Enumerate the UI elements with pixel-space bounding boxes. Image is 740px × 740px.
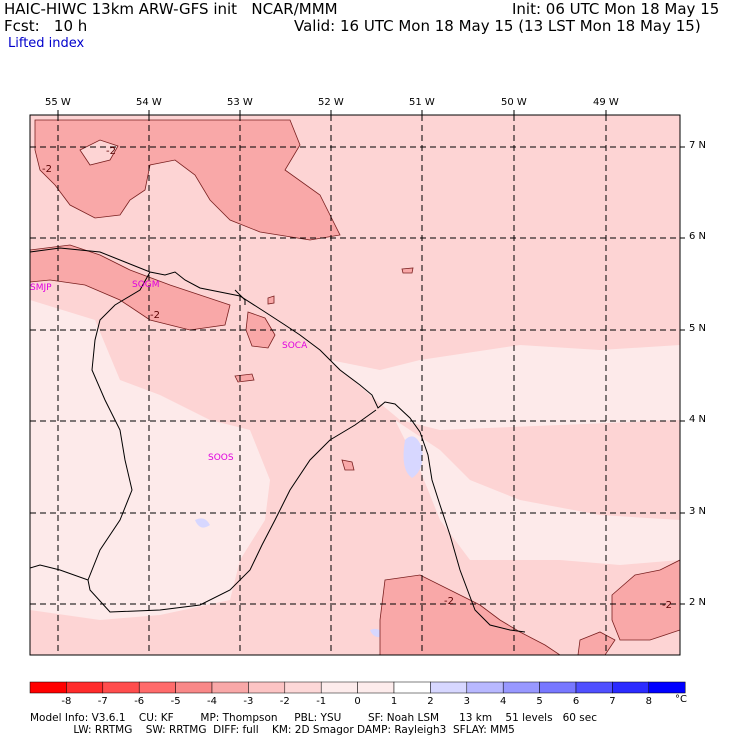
contour-minus2-small5 [341, 459, 355, 471]
header-valid-time: Valid: 16 UTC Mon 18 May 15 (13 LST Mon … [294, 17, 701, 35]
footer-physics-info: LW: RRTMG SW: RRTMG DIFF: full KM: 2D Sm… [30, 724, 515, 736]
lon-label-50w: 50 W [501, 97, 527, 108]
lat-label-4n: 4 N [689, 414, 707, 425]
colorbar-swatch [66, 681, 104, 694]
axis-ticks [57, 110, 685, 605]
colorbar-tick-label: 2 [427, 696, 434, 707]
lon-label-53w: 53 W [227, 97, 253, 108]
map-frame [29, 114, 681, 656]
colorbar-swatch [175, 681, 213, 694]
colorbar-tick-label: 3 [463, 696, 470, 707]
contour-minus2-small4 [401, 267, 414, 274]
lon-label-49w: 49 W [593, 97, 619, 108]
station-soos: SOOS [208, 453, 234, 463]
colorbar-swatch [102, 681, 140, 694]
colorbar-tick-label: 7 [609, 696, 616, 707]
colorbar-tick-label: -5 [170, 696, 181, 707]
colorbar-swatch [575, 681, 613, 694]
colorbar-swatch [320, 681, 358, 694]
colorbar-swatch [612, 681, 650, 694]
station-sogm: SOGM [132, 280, 160, 290]
colorbar-tick-label: -8 [61, 696, 72, 707]
colorbar-tick-label: 0 [354, 696, 361, 707]
contour-label: -2 [662, 600, 672, 611]
field-name: Lifted index [8, 36, 85, 51]
colorbar-swatch [648, 681, 686, 694]
header-init-time: Init: 06 UTC Mon 18 May 15 [512, 0, 720, 18]
lat-label-7n: 7 N [689, 140, 707, 151]
colorbar-tick-label: 8 [645, 696, 652, 707]
colorbar-tick-label: 6 [572, 696, 580, 707]
lon-label-54w: 54 W [136, 97, 162, 108]
lat-label-6n: 6 N [689, 231, 707, 242]
field-positive-1 [403, 436, 423, 478]
colorbar-swatch [284, 681, 322, 694]
field-light-coast [330, 345, 680, 430]
colorbar-swatch [539, 681, 577, 694]
contour-minus2-south [379, 574, 561, 655]
field-light-interior [30, 300, 270, 620]
graticule [30, 115, 680, 655]
contour-hole-north [79, 139, 119, 166]
station-smjp: SMJP [30, 283, 52, 293]
colorbar-swatch [393, 681, 431, 694]
colorbar-swatch [430, 681, 468, 694]
contour-minus2-west [30, 244, 231, 331]
lat-label-2n: 2 N [689, 597, 707, 608]
colorbar-swatch [357, 681, 395, 694]
colorbar-swatch [248, 681, 286, 694]
lifted-index-field [30, 115, 680, 655]
border-french-guiana-suriname [234, 289, 246, 305]
colorbar-swatch [211, 681, 249, 694]
contour-label: -2 [150, 310, 160, 321]
coastline [30, 247, 526, 633]
header-forecast-hour: Fcst: 10 h [4, 17, 88, 35]
colorbar-swatch [29, 681, 67, 694]
lon-label-52w: 52 W [318, 97, 344, 108]
colorbar-tick-label: -2 [279, 696, 290, 707]
border-brazil [87, 409, 377, 613]
colorbar-tick-label: 1 [390, 696, 398, 707]
station-soca: SOCA [282, 341, 308, 351]
footer-model-info: Model Info: V3.6.1 CU: KF MP: Thompson P… [30, 712, 597, 724]
contour-label: -2 [106, 146, 116, 157]
colorbar [29, 681, 686, 694]
header-title: HAIC-HIWC 13km ARW-GFS init NCAR/MMM [4, 0, 338, 18]
lon-label-51w: 51 W [409, 97, 435, 108]
colorbar-swatch [502, 681, 540, 694]
colorbar-tick-label: 4 [500, 696, 507, 707]
lat-label-5n: 5 N [689, 323, 707, 334]
contour-minus2-small3 [267, 295, 275, 305]
contour-minus2-southeast [611, 559, 680, 641]
lon-label-55w: 55 W [45, 97, 71, 108]
colorbar-tick-label: 5 [536, 696, 543, 707]
colorbar-swatch [466, 681, 504, 694]
colorbar-tick-label: -6 [134, 696, 145, 707]
contour-label: -2 [444, 596, 454, 607]
colorbar-tick-label: -1 [316, 696, 327, 707]
colorbar-tick-label: -7 [97, 696, 108, 707]
field-light-east [395, 420, 680, 565]
border-suriname-guyana [30, 271, 151, 581]
coastlines-borders [30, 247, 526, 633]
lat-label-3n: 3 N [689, 506, 707, 517]
contour-label: -2 [42, 164, 52, 175]
colorbar-swatch [138, 681, 176, 694]
colorbar-unit: °C [675, 694, 687, 705]
colorbar-tick-label: -4 [207, 696, 217, 707]
colorbar-tick-label: -3 [243, 696, 254, 707]
field-positive-2 [195, 518, 210, 528]
